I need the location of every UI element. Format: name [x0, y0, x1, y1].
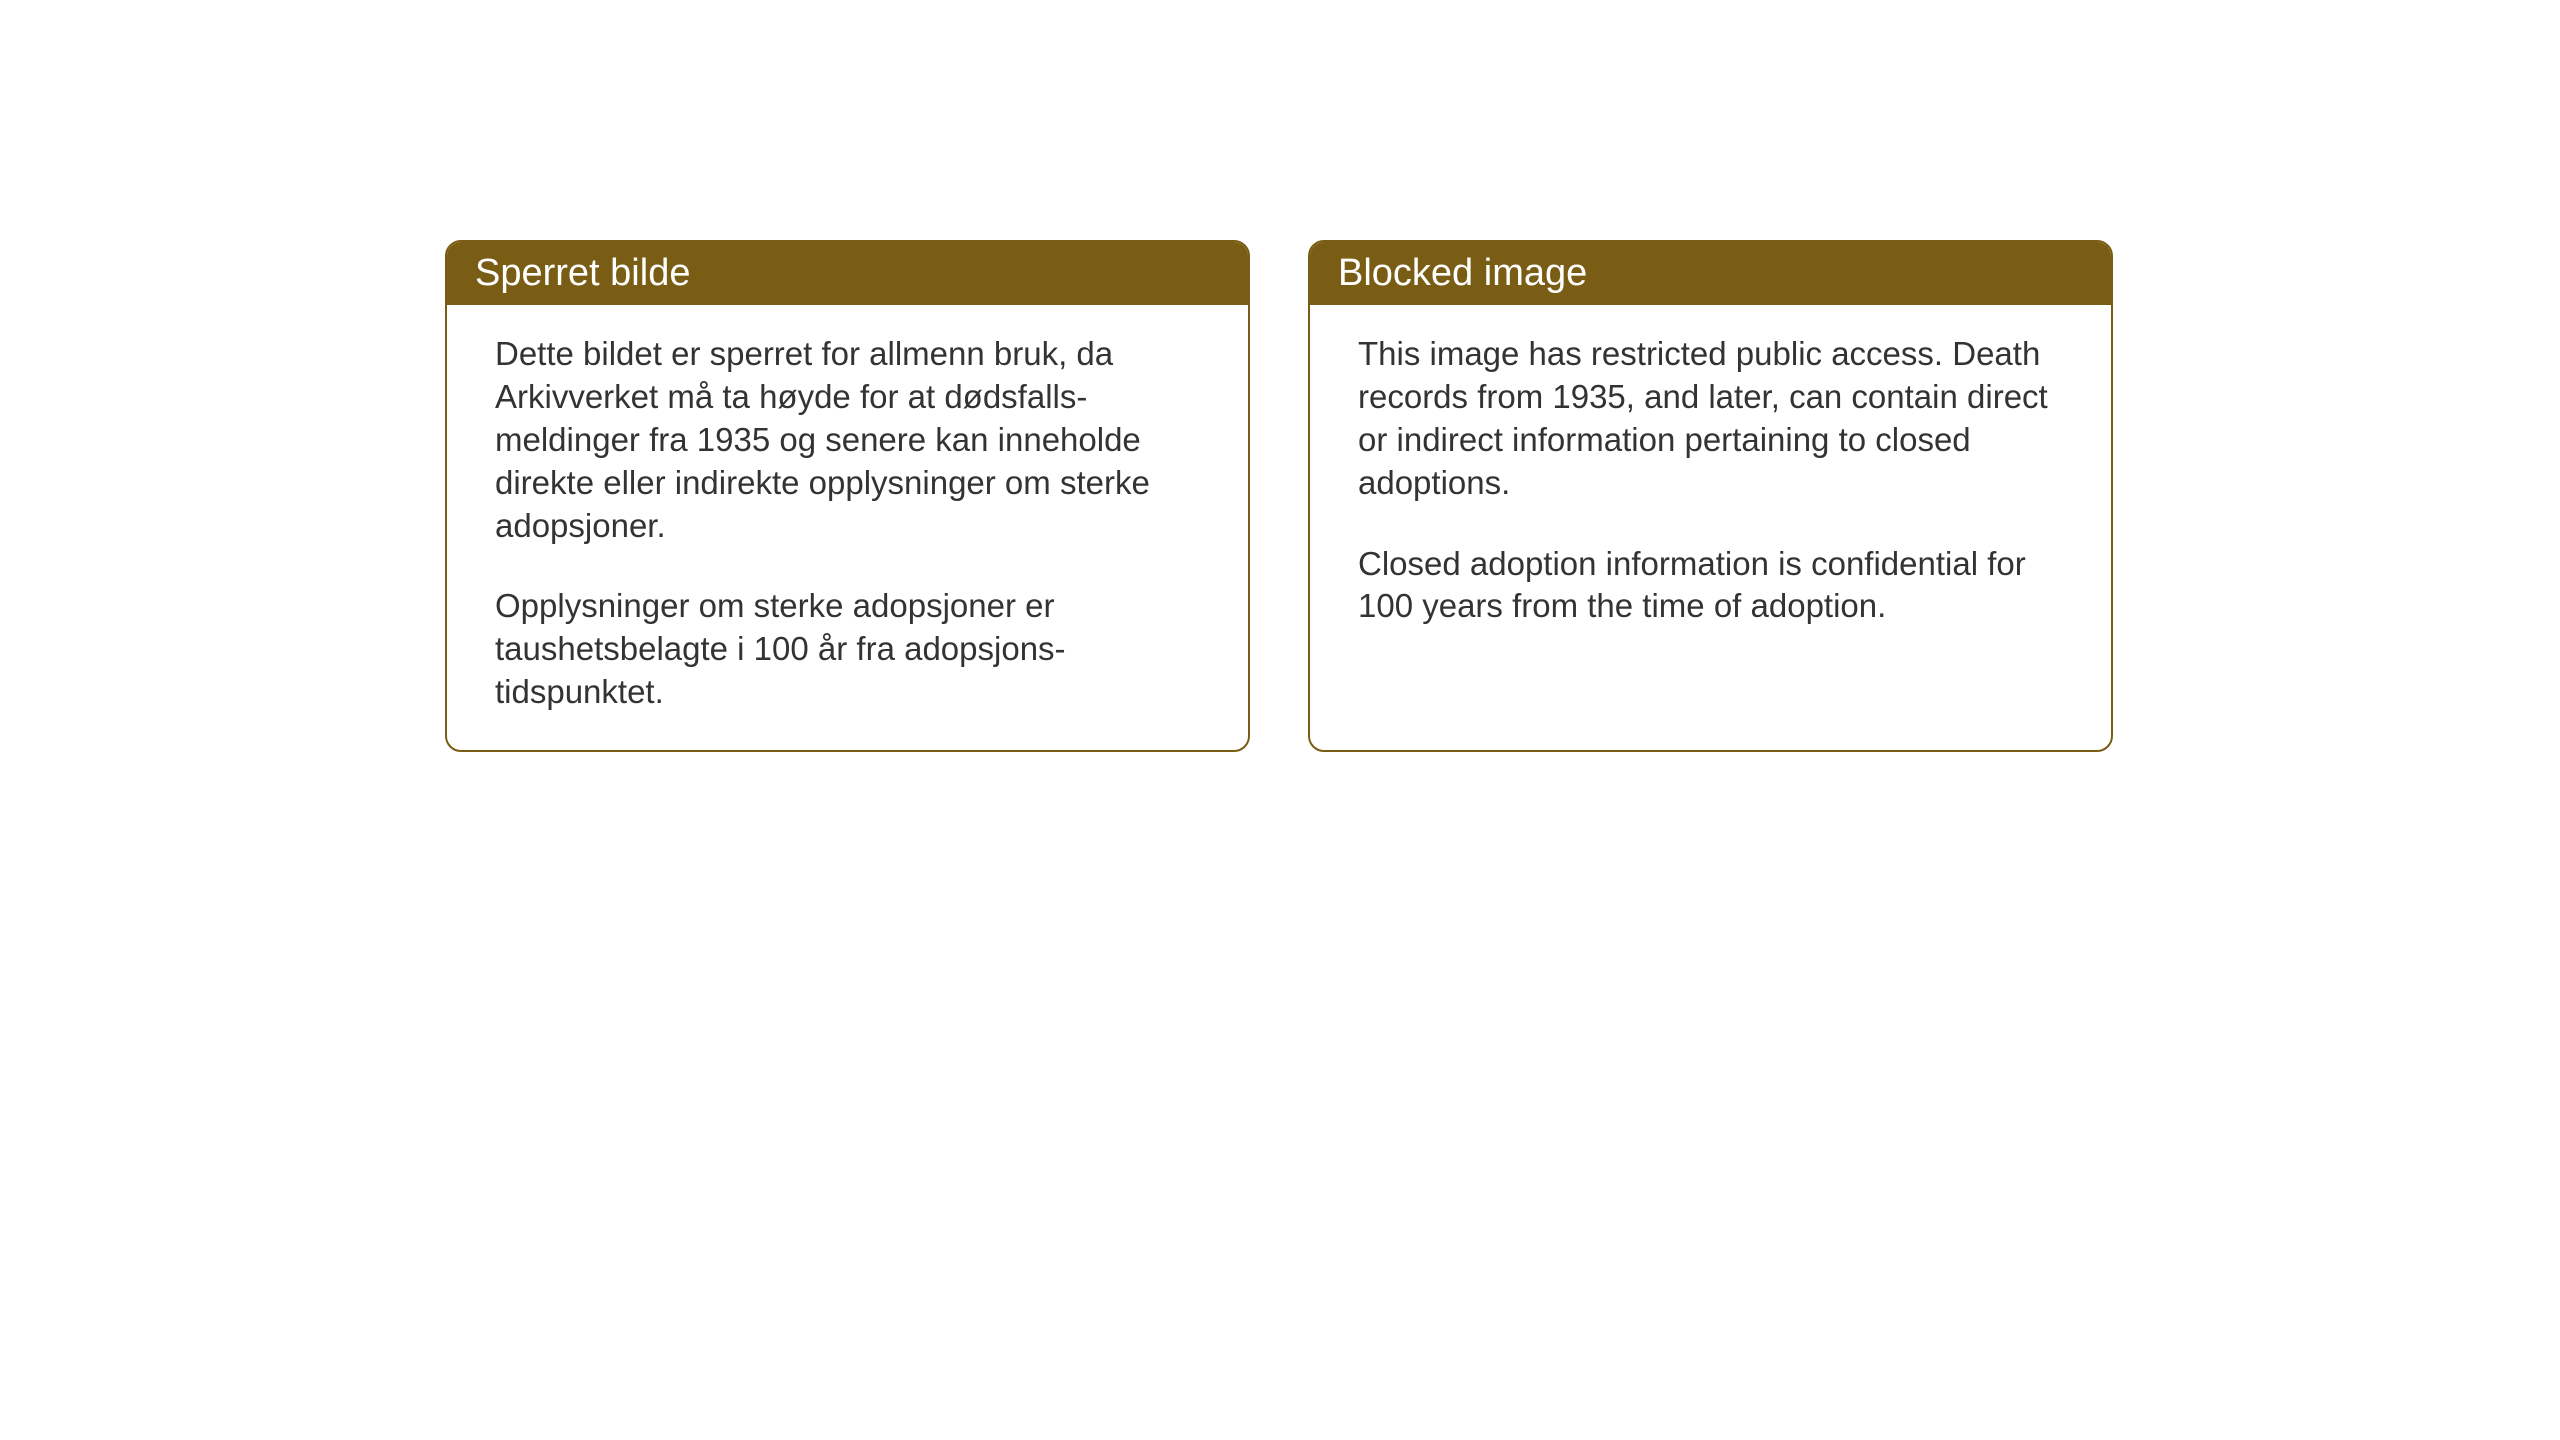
- notice-paragraph-1-norwegian: Dette bildet er sperret for allmenn bruk…: [495, 333, 1200, 547]
- notice-header-norwegian: Sperret bilde: [447, 242, 1248, 305]
- notice-body-norwegian: Dette bildet er sperret for allmenn bruk…: [447, 305, 1248, 750]
- notice-paragraph-2-norwegian: Opplysninger om sterke adopsjoner er tau…: [495, 585, 1200, 714]
- notice-title-english: Blocked image: [1338, 252, 1587, 294]
- notice-container: Sperret bilde Dette bildet er sperret fo…: [445, 240, 2113, 752]
- notice-paragraph-1-english: This image has restricted public access.…: [1358, 333, 2063, 505]
- notice-header-english: Blocked image: [1310, 242, 2111, 305]
- notice-card-norwegian: Sperret bilde Dette bildet er sperret fo…: [445, 240, 1250, 752]
- notice-paragraph-2-english: Closed adoption information is confident…: [1358, 543, 2063, 629]
- notice-title-norwegian: Sperret bilde: [475, 252, 690, 294]
- notice-card-english: Blocked image This image has restricted …: [1308, 240, 2113, 752]
- notice-body-english: This image has restricted public access.…: [1310, 305, 2111, 664]
